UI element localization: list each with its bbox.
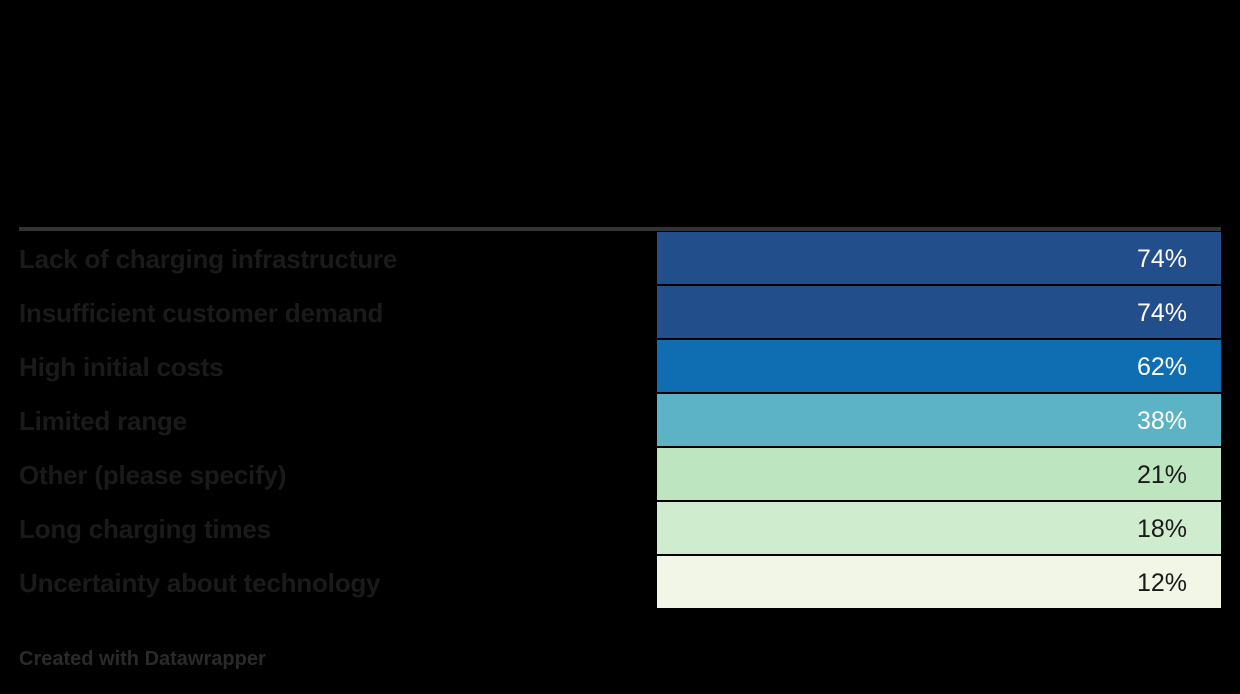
value-label: 12% <box>1136 569 1187 597</box>
table-row: Limited range 38% <box>19 393 1221 447</box>
row-label: Limited range <box>19 406 187 436</box>
row-label: Long charging times <box>19 514 271 544</box>
value-label: 38% <box>1136 407 1187 435</box>
row-label: Other (please specify) <box>19 460 287 490</box>
value-label: 62% <box>1136 353 1187 381</box>
value-cell: 74% <box>657 232 1221 284</box>
value-cell: 62% <box>657 340 1221 392</box>
row-label: Lack of charging infrastructure <box>19 244 398 274</box>
row-label: Uncertainty about technology <box>19 568 381 598</box>
table-row: Other (please specify) 21% <box>19 447 1221 501</box>
value-cell: 74% <box>657 286 1221 338</box>
table-row: Insufficient customer demand 74% <box>19 285 1221 339</box>
data-table: Lack of charging infrastructure 74% Insu… <box>19 231 1221 609</box>
table-row: Uncertainty about technology 12% <box>19 555 1221 609</box>
datawrapper-credit: Created with Datawrapper <box>19 648 266 670</box>
value-cell: 18% <box>657 502 1221 554</box>
row-label: High initial costs <box>19 352 224 382</box>
value-label: 21% <box>1136 461 1187 489</box>
value-label: 74% <box>1136 245 1187 273</box>
table-row: Long charging times 18% <box>19 501 1221 555</box>
value-label: 18% <box>1136 515 1187 543</box>
row-label: Insufficient customer demand <box>19 298 384 328</box>
value-cell: 12% <box>657 556 1221 608</box>
value-cell: 21% <box>657 448 1221 500</box>
value-cell: 38% <box>657 394 1221 446</box>
value-label: 74% <box>1136 299 1187 327</box>
table-row: Lack of charging infrastructure 74% <box>19 231 1221 285</box>
header-rule <box>19 227 1221 231</box>
table-row: High initial costs 62% <box>19 339 1221 393</box>
